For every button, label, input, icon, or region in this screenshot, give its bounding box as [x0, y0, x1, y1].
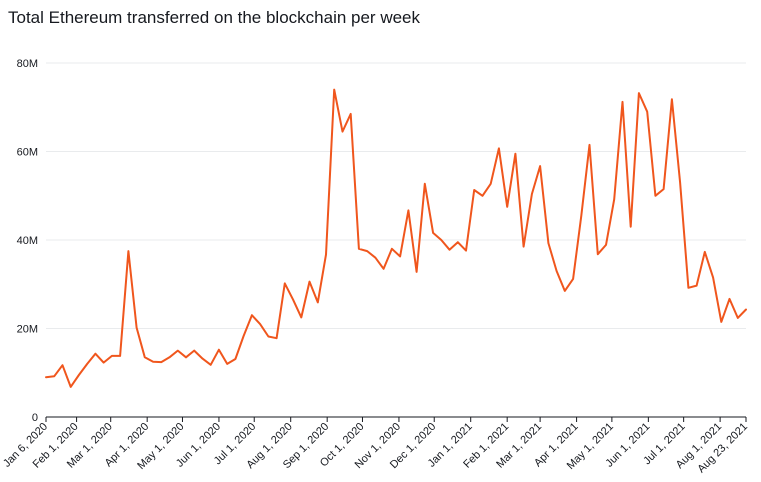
- gridlines: [46, 62, 746, 329]
- series-group: [43, 87, 749, 390]
- data-point[interactable]: [315, 299, 321, 305]
- data-point[interactable]: [68, 384, 74, 390]
- data-point[interactable]: [298, 314, 304, 320]
- data-point[interactable]: [307, 279, 313, 285]
- data-point[interactable]: [735, 315, 741, 321]
- data-point[interactable]: [208, 362, 214, 368]
- data-point[interactable]: [51, 373, 57, 379]
- data-point[interactable]: [216, 347, 222, 353]
- data-point[interactable]: [414, 269, 420, 275]
- data-point[interactable]: [743, 307, 749, 313]
- data-point[interactable]: [150, 359, 156, 365]
- data-point[interactable]: [447, 247, 453, 253]
- data-point[interactable]: [430, 230, 436, 236]
- data-point[interactable]: [134, 325, 140, 331]
- data-point[interactable]: [718, 319, 724, 325]
- data-point[interactable]: [60, 362, 66, 368]
- data-point[interactable]: [43, 374, 49, 380]
- data-point[interactable]: [191, 348, 197, 354]
- data-point[interactable]: [290, 297, 296, 303]
- data-point[interactable]: [521, 244, 527, 250]
- data-point[interactable]: [636, 90, 642, 96]
- data-point[interactable]: [125, 248, 131, 254]
- data-point[interactable]: [372, 255, 378, 261]
- data-point[interactable]: [496, 145, 502, 151]
- data-point[interactable]: [389, 246, 395, 252]
- data-point[interactable]: [405, 207, 411, 213]
- data-point[interactable]: [175, 348, 181, 354]
- data-point[interactable]: [224, 361, 230, 367]
- data-point[interactable]: [611, 196, 617, 202]
- data-point[interactable]: [340, 129, 346, 135]
- data-point[interactable]: [512, 151, 518, 157]
- data-point[interactable]: [702, 249, 708, 255]
- y-tick-label: 0: [32, 412, 38, 424]
- data-point[interactable]: [471, 187, 477, 193]
- data-point[interactable]: [200, 356, 206, 362]
- data-point[interactable]: [331, 87, 337, 93]
- data-point[interactable]: [76, 372, 82, 378]
- data-point[interactable]: [455, 239, 461, 245]
- data-point[interactable]: [620, 99, 626, 105]
- data-point[interactable]: [504, 204, 510, 210]
- chart-title: Total Ethereum transferred on the blockc…: [8, 8, 421, 27]
- data-point[interactable]: [545, 240, 551, 246]
- data-point[interactable]: [101, 360, 107, 366]
- y-axis-labels: 0 20M 40M 60M 80M: [17, 58, 38, 424]
- data-point[interactable]: [603, 242, 609, 248]
- data-point[interactable]: [265, 334, 271, 340]
- data-point[interactable]: [570, 276, 576, 282]
- data-point[interactable]: [710, 275, 716, 281]
- data-point[interactable]: [282, 280, 288, 286]
- data-point[interactable]: [381, 266, 387, 272]
- data-point[interactable]: [661, 186, 667, 192]
- series-line: [45, 88, 747, 388]
- data-point[interactable]: [438, 237, 444, 243]
- data-point[interactable]: [537, 163, 543, 169]
- data-point[interactable]: [167, 354, 173, 360]
- data-point[interactable]: [249, 312, 255, 318]
- data-point[interactable]: [685, 285, 691, 291]
- y-tick-label: 60M: [17, 147, 38, 159]
- data-point[interactable]: [364, 248, 370, 254]
- data-point[interactable]: [554, 268, 560, 274]
- data-point[interactable]: [92, 351, 98, 357]
- data-point[interactable]: [397, 253, 403, 259]
- y-tick-label: 40M: [17, 235, 38, 247]
- data-point[interactable]: [488, 181, 494, 187]
- data-point[interactable]: [677, 180, 683, 186]
- data-point[interactable]: [628, 224, 634, 230]
- data-point[interactable]: [183, 354, 189, 360]
- data-point[interactable]: [578, 213, 584, 219]
- data-point[interactable]: [529, 191, 535, 197]
- data-point[interactable]: [463, 248, 469, 254]
- data-point[interactable]: [669, 96, 675, 102]
- data-point[interactable]: [257, 321, 263, 327]
- data-point[interactable]: [562, 288, 568, 294]
- data-point[interactable]: [117, 353, 123, 359]
- data-point[interactable]: [356, 246, 362, 252]
- data-point[interactable]: [727, 296, 733, 302]
- data-point[interactable]: [694, 283, 700, 289]
- data-point[interactable]: [241, 333, 247, 339]
- data-point[interactable]: [158, 359, 164, 365]
- data-point[interactable]: [422, 181, 428, 187]
- data-point[interactable]: [644, 109, 650, 115]
- data-point[interactable]: [480, 193, 486, 199]
- data-point[interactable]: [109, 353, 115, 359]
- data-point[interactable]: [232, 356, 238, 362]
- y-tick-label: 80M: [17, 58, 38, 70]
- data-point[interactable]: [348, 111, 354, 117]
- y-tick-label: 20M: [17, 324, 38, 336]
- data-point[interactable]: [595, 251, 601, 257]
- data-point[interactable]: [587, 142, 593, 148]
- data-point[interactable]: [84, 361, 90, 367]
- data-point[interactable]: [274, 335, 280, 341]
- data-point[interactable]: [142, 354, 148, 360]
- data-point[interactable]: [323, 252, 329, 258]
- data-point[interactable]: [652, 193, 658, 199]
